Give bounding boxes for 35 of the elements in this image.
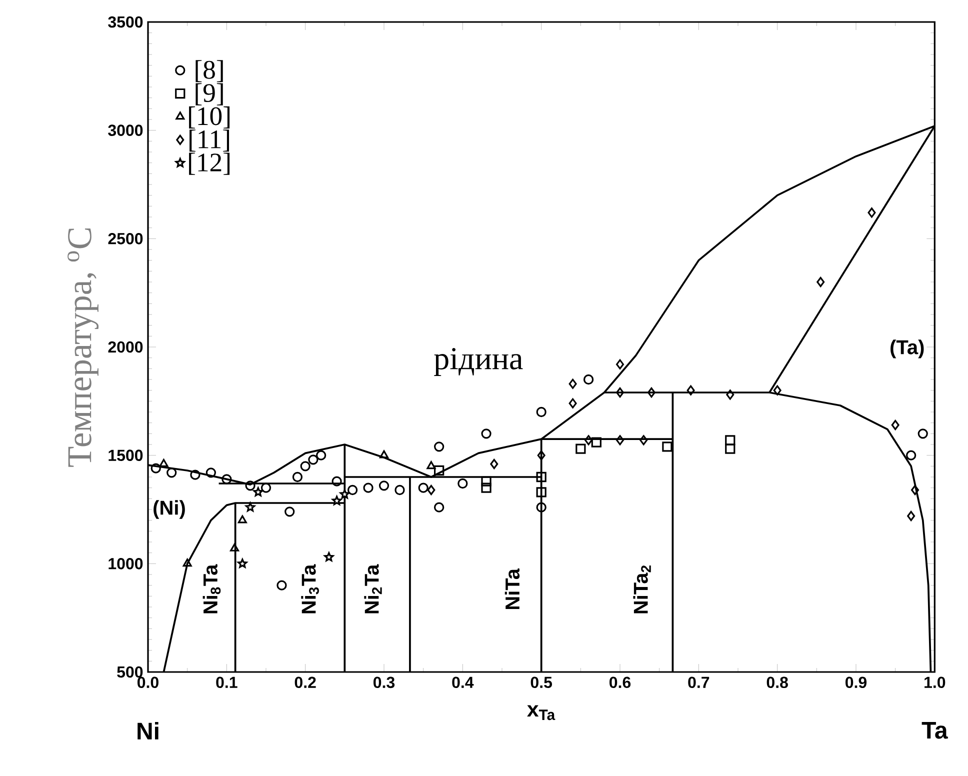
y-axis-title: Температура, $^{o}$C [68,228,99,467]
legend-label: [8] [196,60,223,82]
x-tick-label: 0.3 [374,676,395,688]
x-tick-label: 0.7 [688,676,710,688]
x-tick-label: 0.1 [216,676,238,688]
y-tick-label: 2000 [108,341,143,353]
y-tick-label: 3500 [108,16,143,28]
text: Ta [922,722,948,739]
annotation: Ni$_{3}$Ta [301,564,319,614]
y-tick-label: 1500 [108,450,143,461]
legend-label: [12] [189,152,230,175]
y-tick-label: 500 [117,666,143,678]
x-axis-title: x$_{Ta}$ [527,705,556,720]
y-tick-label: 3000 [108,124,143,136]
x-tick-label: 0.5 [530,676,552,688]
x-tick-label: 1.0 [924,676,946,688]
annotation: (Ni) [154,500,185,519]
legend-label: [11] [190,130,230,152]
legend-label: [9] [196,83,223,106]
annotation: рідина [434,348,523,376]
x-tick-label: 0.6 [610,676,631,688]
annotation: Ni$_{8}$Ta [202,564,221,614]
y-tick-label: 1000 [108,558,143,570]
legend-label: [10] [189,106,230,129]
annotation: NiTa [504,568,520,610]
annotation: (Ta) [890,340,924,358]
x-tick-label: 0.4 [452,676,474,688]
x-tick-label: 0.8 [766,676,788,688]
annotation: Ni$_{2}$Ta [364,564,382,614]
y-tick-label: 2500 [108,233,143,244]
x-tick-label: 0.2 [294,676,316,688]
annotation: NiTa$_{2}$ [633,566,651,614]
x-tick-label: 0.9 [846,676,867,688]
x-tick-label: 0.0 [138,676,158,688]
text: Ni [138,722,158,740]
